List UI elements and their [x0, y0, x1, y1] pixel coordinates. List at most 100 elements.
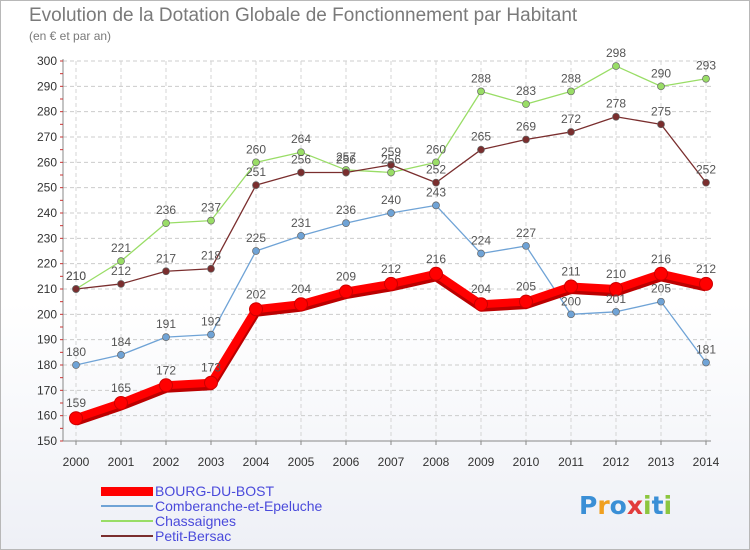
data-point [699, 276, 713, 291]
y-tick-label: 230 [37, 231, 57, 245]
data-point [522, 242, 530, 250]
logo-letter: r [597, 491, 610, 520]
data-point [567, 87, 575, 96]
data-point [342, 168, 350, 177]
x-tick-label: 2007 [378, 455, 405, 469]
legend-label: Chassaignes [155, 513, 236, 529]
data-point [519, 294, 533, 309]
data-point [477, 145, 485, 154]
data-point [72, 361, 80, 369]
data-point [702, 178, 710, 187]
x-tick-label: 2014 [693, 455, 720, 469]
data-point [477, 87, 485, 96]
y-tick-label: 220 [37, 257, 57, 271]
legend-swatch [101, 505, 153, 507]
x-tick-label: 2001 [108, 455, 135, 469]
legend-label: BOURG-DU-BOST [155, 483, 274, 499]
logo-letter: i [663, 491, 673, 520]
proxiti-logo: Proxiti [579, 491, 672, 520]
data-point [609, 282, 623, 296]
data-label: 200 [561, 294, 581, 308]
data-point [339, 284, 353, 299]
x-tick-label: 2006 [333, 455, 360, 469]
logo-letter: i [643, 491, 652, 520]
logo-letter: P [579, 491, 598, 520]
data-point [162, 333, 170, 341]
data-point [159, 378, 173, 393]
data-point [522, 100, 530, 108]
data-label: 260 [426, 142, 446, 156]
data-label: 290 [651, 66, 671, 80]
x-tick-label: 2012 [603, 455, 630, 469]
data-label: 221 [111, 241, 131, 255]
data-point [702, 358, 710, 367]
data-point [204, 375, 218, 390]
y-tick-label: 170 [37, 383, 57, 397]
y-tick-label: 300 [37, 54, 57, 68]
data-label: 259 [381, 145, 401, 159]
data-label: 252 [426, 163, 446, 177]
legend-swatch [101, 486, 153, 496]
data-label: 184 [111, 335, 131, 349]
data-label: 191 [156, 317, 176, 331]
data-label: 236 [336, 203, 356, 217]
data-label: 205 [651, 282, 671, 296]
data-label: 265 [471, 130, 491, 144]
data-label: 165 [111, 381, 131, 395]
data-point [117, 351, 125, 359]
y-tick-label: 270 [37, 130, 57, 144]
data-point [252, 158, 260, 167]
data-point [654, 266, 668, 281]
data-label: 210 [66, 269, 86, 283]
data-label: 260 [246, 142, 266, 156]
data-label: 240 [381, 193, 401, 207]
data-point [162, 267, 170, 276]
data-label: 237 [201, 201, 221, 215]
data-point [297, 231, 305, 240]
data-point [477, 249, 485, 258]
data-point [474, 297, 488, 312]
data-point [612, 62, 620, 70]
data-label: 256 [336, 152, 356, 166]
y-tick-label: 250 [37, 181, 57, 195]
data-point [252, 181, 260, 189]
x-tick-label: 2003 [198, 455, 225, 469]
y-tick-label: 200 [37, 307, 57, 321]
data-label: 201 [606, 292, 626, 306]
data-label: 180 [66, 345, 86, 359]
y-tick-label: 260 [37, 155, 57, 169]
data-label: 173 [201, 361, 221, 375]
data-point [567, 128, 575, 136]
data-point [702, 74, 710, 83]
data-point [117, 280, 125, 288]
data-label: 236 [156, 203, 176, 217]
x-tick-label: 2000 [63, 455, 90, 469]
data-label: 181 [696, 342, 716, 356]
data-point [114, 396, 128, 410]
data-point [297, 168, 305, 177]
data-label: 210 [606, 267, 626, 281]
x-tick-label: 2004 [243, 455, 270, 469]
logo-letter: t [651, 491, 664, 520]
data-point [117, 257, 125, 265]
data-point [69, 411, 83, 426]
data-label: 159 [66, 396, 86, 410]
data-point [384, 276, 398, 291]
data-point [657, 297, 665, 306]
data-label: 251 [246, 165, 266, 179]
data-point [432, 201, 440, 210]
data-label: 256 [291, 152, 311, 166]
data-label: 210 [66, 269, 86, 283]
data-point [564, 279, 578, 294]
data-label: 293 [696, 59, 716, 73]
data-label: 218 [201, 249, 221, 263]
data-point [207, 330, 215, 339]
data-point [657, 82, 665, 91]
data-label: 212 [111, 264, 131, 278]
data-label: 252 [696, 163, 716, 177]
data-label: 224 [471, 234, 491, 248]
data-label: 256 [381, 152, 401, 166]
data-label: 211 [561, 264, 580, 278]
